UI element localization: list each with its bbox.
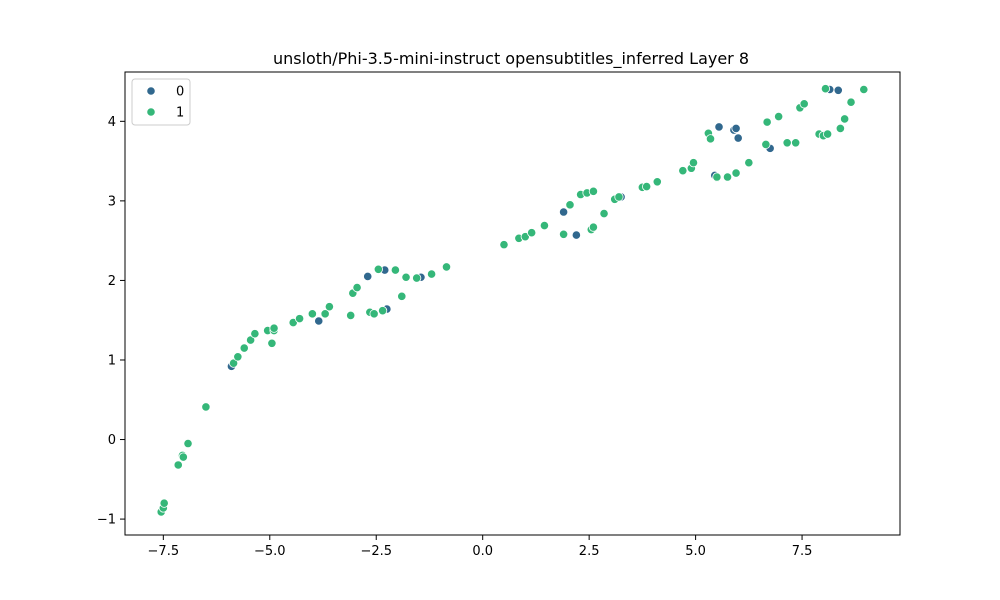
point-series-1 xyxy=(320,309,330,319)
x-tick-label: 7.5 xyxy=(792,544,813,559)
point-series-1 xyxy=(159,498,169,508)
point-series-1 xyxy=(835,123,845,134)
point-series-1 xyxy=(352,282,362,293)
point-series-1 xyxy=(228,358,239,368)
point-series-1 xyxy=(307,309,317,319)
point-series-1 xyxy=(267,338,277,348)
point-series-1 xyxy=(762,117,772,127)
point-series-1 xyxy=(731,168,741,178)
point-series-0 xyxy=(731,123,741,134)
point-series-0 xyxy=(571,230,581,240)
point-series-1 xyxy=(269,323,279,333)
legend-marker-1 xyxy=(146,107,156,117)
point-series-1 xyxy=(499,240,509,250)
point-series-1 xyxy=(652,177,662,187)
point-series-0 xyxy=(314,316,324,326)
point-series-0 xyxy=(363,271,373,282)
point-series-0 xyxy=(833,85,843,95)
point-series-1 xyxy=(178,452,188,462)
x-tick-label: −5.0 xyxy=(254,544,286,559)
point-series-1 xyxy=(782,138,792,148)
point-series-1 xyxy=(246,335,256,345)
point-series-1 xyxy=(183,438,193,449)
point-series-1 xyxy=(859,84,869,95)
x-axis: −7.5 −5.0 −2.5 0.0 2.5 5.0 7.5 xyxy=(148,535,813,559)
point-series-1 xyxy=(688,158,699,168)
point-series-1 xyxy=(233,352,243,362)
point-series-1 xyxy=(373,264,383,274)
point-series-1 xyxy=(588,186,599,196)
point-series-1 xyxy=(527,228,537,238)
point-series-1 xyxy=(791,138,801,148)
point-series-1 xyxy=(705,134,716,144)
point-series-1 xyxy=(426,269,437,279)
point-series-1 xyxy=(820,84,831,94)
point-series-1 xyxy=(397,291,407,301)
data-points xyxy=(156,84,869,517)
point-series-0 xyxy=(558,207,569,217)
point-series-1 xyxy=(823,129,833,139)
point-series-1 xyxy=(378,306,388,316)
x-tick-label: −2.5 xyxy=(360,544,392,559)
plot-frame xyxy=(124,71,901,536)
point-series-1 xyxy=(539,220,550,231)
point-series-1 xyxy=(201,402,211,412)
y-tick-label: 1 xyxy=(108,353,116,368)
point-series-1 xyxy=(588,222,599,232)
y-tick-label: 3 xyxy=(108,194,116,209)
point-series-1 xyxy=(722,172,733,182)
point-series-1 xyxy=(401,272,411,282)
point-series-1 xyxy=(390,265,400,275)
legend-label-0: 0 xyxy=(176,85,184,100)
point-series-1 xyxy=(642,181,652,192)
chart-title: unsloth/Phi-3.5-mini-instruct opensubtit… xyxy=(273,49,749,69)
y-tick-label: 4 xyxy=(108,115,116,130)
legend-marker-0 xyxy=(146,86,156,96)
point-series-1 xyxy=(840,114,850,124)
point-series-1 xyxy=(441,262,452,272)
point-series-1 xyxy=(761,139,771,149)
point-series-1 xyxy=(412,273,422,283)
point-series-1 xyxy=(324,302,334,312)
point-series-0 xyxy=(733,133,743,143)
point-series-1 xyxy=(239,343,249,353)
y-tick-label: 2 xyxy=(108,274,116,289)
point-series-1 xyxy=(369,309,379,319)
point-series-1 xyxy=(294,314,305,324)
point-series-1 xyxy=(678,166,688,176)
y-tick-label: 0 xyxy=(108,433,116,448)
point-series-1 xyxy=(712,172,722,182)
point-series-1 xyxy=(614,192,624,202)
point-series-1 xyxy=(799,99,809,109)
legend-label-1: 1 xyxy=(176,106,184,121)
point-series-1 xyxy=(346,310,356,321)
point-series-1 xyxy=(565,200,575,210)
x-tick-label: −7.5 xyxy=(148,544,180,559)
y-tick-label: −1 xyxy=(97,513,116,528)
point-series-1 xyxy=(744,158,754,168)
point-series-1 xyxy=(774,111,784,122)
point-series-0 xyxy=(714,122,724,132)
legend: 01 xyxy=(131,78,191,126)
point-series-1 xyxy=(250,329,260,339)
point-series-1 xyxy=(846,97,856,107)
point-series-1 xyxy=(599,209,609,219)
point-series-1 xyxy=(173,460,183,470)
point-series-1 xyxy=(558,229,569,239)
x-tick-label: 2.5 xyxy=(579,544,600,559)
y-axis: −1 0 1 2 3 4 xyxy=(97,115,125,528)
x-tick-label: 0.0 xyxy=(472,544,493,559)
x-tick-label: 5.0 xyxy=(685,544,706,559)
